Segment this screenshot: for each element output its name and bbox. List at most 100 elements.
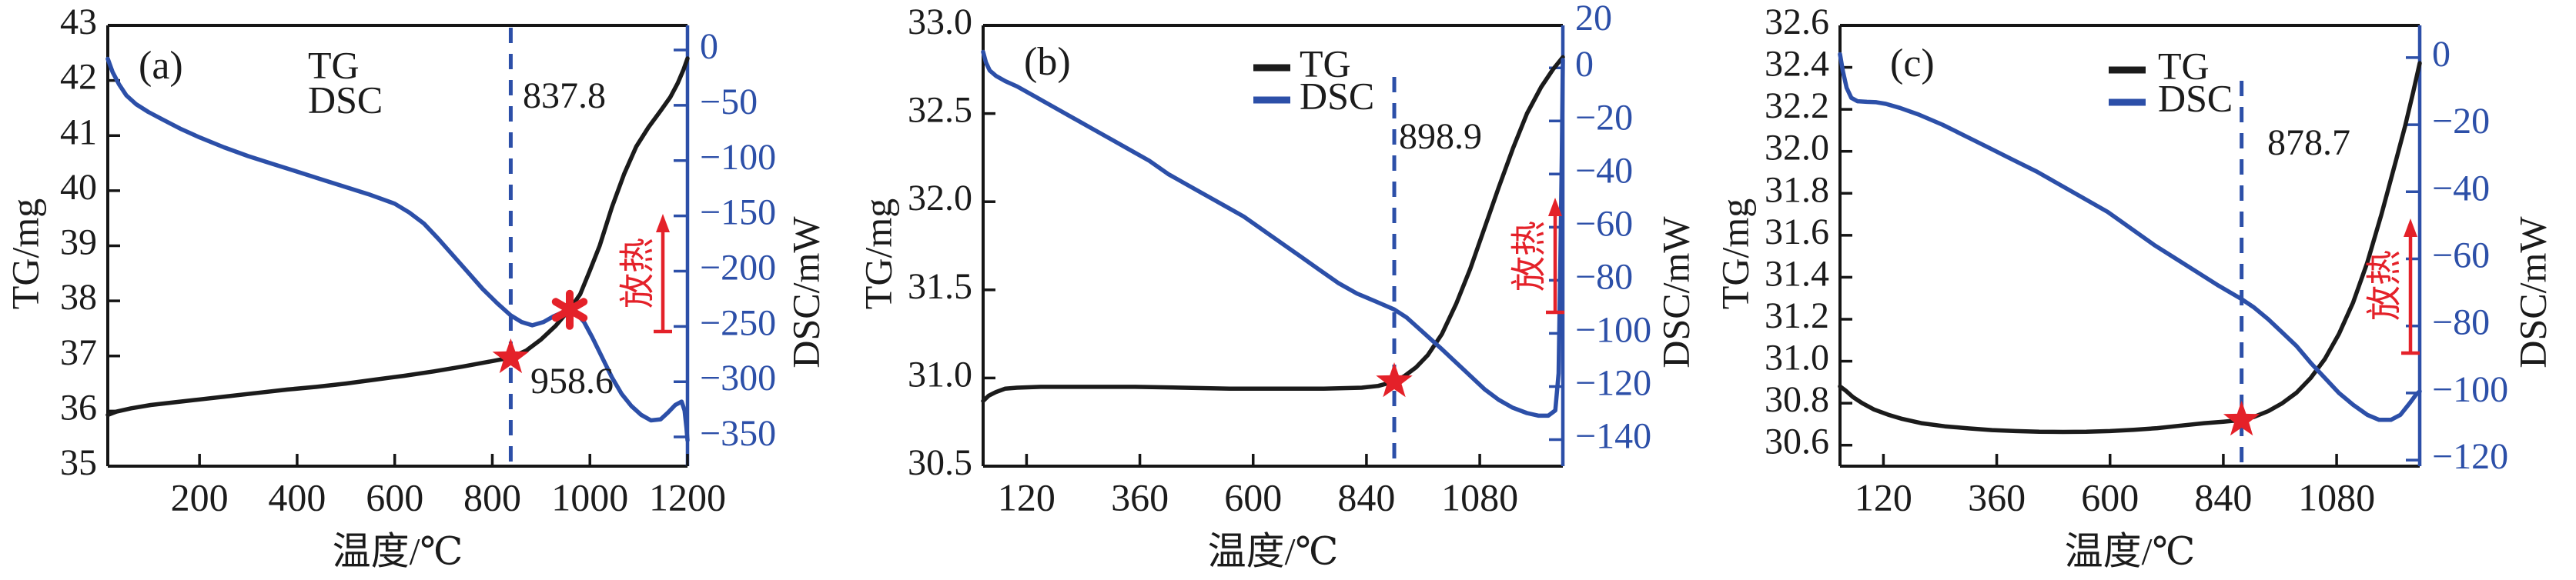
x-tick-label: 120 — [1855, 475, 1912, 518]
onset-star-marker — [2223, 401, 2260, 436]
dsc-tick-label: −120 — [1575, 362, 1651, 403]
tg-tick-label: 32.5 — [908, 90, 972, 131]
dsc-tick-label: −60 — [2432, 235, 2490, 276]
tg-tick-label: 31.6 — [1765, 212, 1829, 252]
x-tick-label: 120 — [998, 475, 1055, 518]
dsc-tick-label: −40 — [1575, 150, 1633, 191]
panel-label: (b) — [1024, 40, 1071, 84]
tg-tick-label: 37 — [60, 332, 97, 373]
x-tick-label: 360 — [1111, 475, 1169, 518]
right-y-axis-title: DSC/mW — [2511, 216, 2554, 368]
dsc-tick-label: −100 — [700, 137, 776, 178]
dsc-tick-label: −100 — [1575, 309, 1651, 350]
left-y-axis-title: TG/mg — [3, 198, 46, 309]
legend-dsc-label: DSC — [308, 78, 383, 121]
tg-tick-label: 32.2 — [1765, 85, 1829, 126]
x-tick-label: 800 — [463, 475, 521, 518]
x-tick-label: 1080 — [1441, 475, 1518, 518]
tg-tick-label: 36 — [60, 387, 97, 428]
x-tick-label: 200 — [171, 475, 229, 518]
tg-tick-label: 32.0 — [908, 178, 972, 218]
legend-tg-label: TG — [308, 43, 360, 86]
tg-tick-label: 30.5 — [908, 442, 972, 483]
tg-curve — [981, 55, 1565, 403]
tg-tick-label: 32.0 — [1765, 128, 1829, 168]
x-tick-label: 840 — [1337, 475, 1395, 518]
dsc-tick-label: −150 — [700, 192, 776, 233]
panel-label: (c) — [1890, 42, 1935, 85]
annotation-onset-temp: 898.9 — [1399, 116, 1482, 157]
x-tick-label: 1080 — [2298, 475, 2375, 518]
dsc-tick-label: −200 — [700, 247, 776, 288]
tg-tick-label: 35 — [60, 442, 97, 483]
dsc-curve — [105, 56, 690, 443]
tg-tick-label: 42 — [60, 57, 97, 98]
tg-tick-label: 31.5 — [908, 266, 972, 307]
tg-tick-label: 30.8 — [1765, 379, 1829, 420]
right-y-axis-title: DSC/mW — [1654, 216, 1697, 368]
dsc-tick-label: −350 — [700, 413, 776, 454]
legend-tg-label: TG — [2158, 44, 2210, 87]
x-tick-label: 360 — [1968, 475, 2026, 518]
panel-c-chart: 120 360 600 840 1080 30.630.831.031.231.431.6… — [1713, 2, 2554, 572]
dsc-tick-label: 20 — [1575, 0, 1612, 38]
x-axis-title: 温度/℃ — [1208, 529, 1339, 572]
dsc-tick-label: −140 — [1575, 415, 1651, 456]
panel-label: (a) — [139, 44, 183, 88]
x-tick-label: 1200 — [649, 475, 726, 518]
dsc-tick-label: 0 — [700, 26, 718, 67]
exo-arrow-head — [656, 214, 670, 232]
legend-tg-label: TG — [1300, 42, 1351, 85]
dsc-tick-label: −300 — [700, 358, 776, 398]
dsc-tick-label: −80 — [1575, 256, 1633, 297]
tg-tick-label: 31.0 — [908, 354, 972, 395]
tg-tick-label: 32.6 — [1765, 2, 1829, 42]
tg-tick-label: 33.0 — [908, 2, 972, 42]
tg-tick-label: 31.2 — [1765, 295, 1829, 336]
exo-arrow-head — [1548, 198, 1562, 216]
tg-tick-label: 38 — [60, 277, 97, 318]
dsc-tick-label: −40 — [2432, 168, 2490, 208]
x-tick-label: 600 — [366, 475, 423, 518]
dsc-tick-label: −20 — [1575, 97, 1633, 138]
dsc-tick-label: −50 — [700, 82, 758, 122]
tg-tick-label: 40 — [60, 167, 97, 208]
exo-label: 放热 — [618, 238, 657, 308]
annotation-onset-temp: 878.7 — [2267, 122, 2350, 163]
tg-tick-label: 41 — [60, 112, 97, 152]
tg-tick-label: 31.8 — [1765, 169, 1829, 210]
right-y-axis-title: DSC/mW — [784, 216, 827, 368]
x-tick-label: 400 — [268, 475, 326, 518]
tg-tick-label: 32.4 — [1765, 44, 1829, 85]
x-tick-label: 600 — [1224, 475, 1282, 518]
dsc-tick-label: −250 — [700, 302, 776, 343]
x-tick-label: 840 — [2194, 475, 2252, 518]
onset-star-marker — [492, 338, 530, 374]
annotation-onset-temp: 837.8 — [523, 75, 606, 116]
x-tick-label: 1000 — [551, 475, 628, 518]
dsc-curve — [1838, 52, 2422, 422]
dsc-curve — [981, 49, 1565, 418]
panel-c: 120 360 600 840 1080 30.6 30.8 31.0 31.2 31.4 31.6… — [1713, 0, 2576, 580]
exo-arrow-head — [2404, 218, 2417, 237]
dsc-tick-label: 0 — [2432, 34, 2451, 75]
dsc-tick-label: −80 — [2432, 302, 2490, 343]
dsc-tick-label: −120 — [2432, 436, 2508, 477]
tg-tick-label: 30.6 — [1765, 422, 1829, 462]
tg-curve — [1838, 61, 2422, 435]
panel-a: 200 400 600 800 1000 1200 35 36 37 38 39 40 41 42 43 0 −… — [0, 0, 862, 580]
dsc-tick-label: −100 — [2432, 369, 2508, 410]
annotation-peak-temp: 958.6 — [530, 361, 614, 402]
dsc-tick-label: −20 — [2432, 101, 2490, 142]
onset-star-marker — [1376, 362, 1413, 398]
x-axis-title: 温度/℃ — [2065, 529, 2196, 572]
tg-tick-label: 31.0 — [1765, 338, 1829, 378]
tg-tick-label: 43 — [60, 2, 97, 42]
legend-dsc-label: DSC — [1300, 74, 1374, 117]
legend-dsc-label: DSC — [2158, 76, 2233, 119]
panel-b-chart: 120 360 600 840 1080 30.5 31.0 31.5 32.0 32.5 33.0… — [856, 0, 1697, 572]
peak-asterisk-marker — [551, 298, 588, 322]
exo-label: 放热 — [1510, 221, 1549, 292]
left-y-axis-title: TG/mg — [862, 198, 899, 309]
